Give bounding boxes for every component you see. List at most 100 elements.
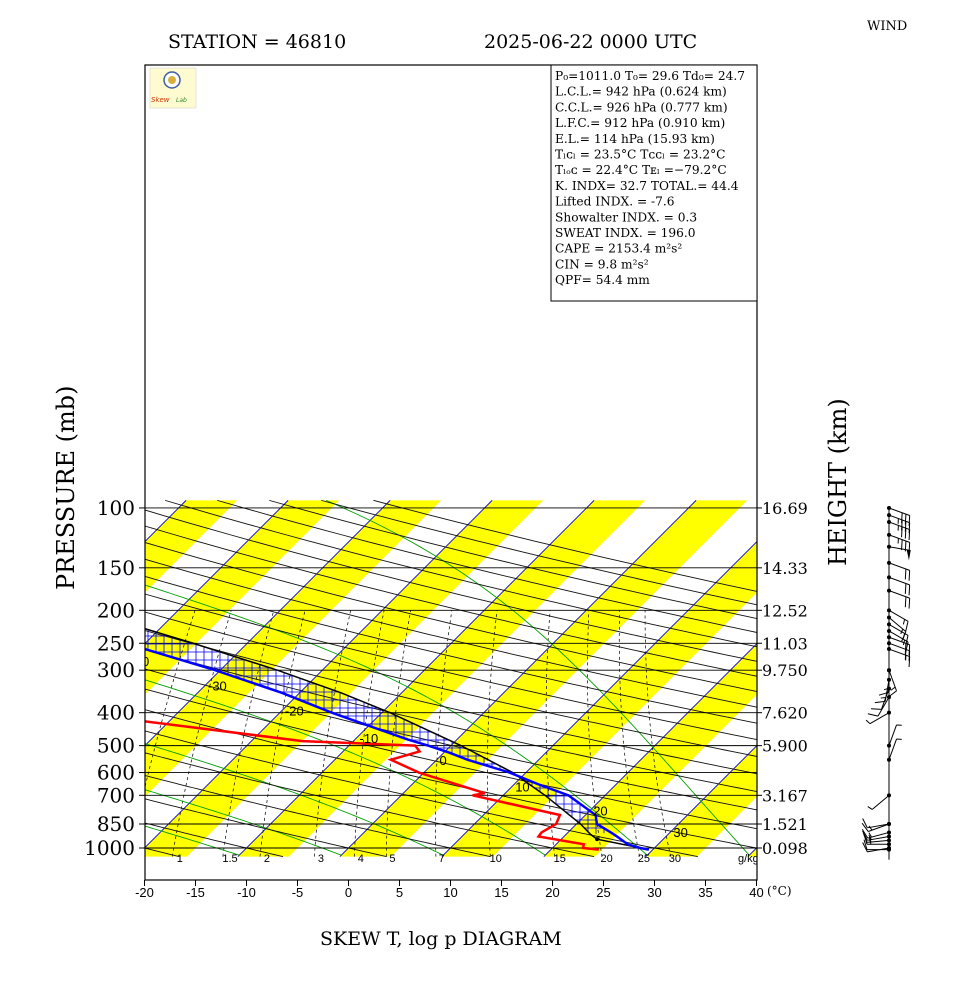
isotherm-label: -50: [57, 626, 76, 641]
wind-barb-staff: [888, 507, 910, 516]
mixing-ratio-label: 10: [490, 853, 502, 865]
y-axis-right-title: HEIGHT (km): [824, 398, 852, 566]
wind-barb-full: [905, 621, 909, 632]
height-tick-label: 5.900: [762, 737, 808, 756]
dry-adiabat: [145, 730, 698, 858]
stats-line: E.L.= 114 hPa (15.93 km): [555, 132, 715, 146]
wind-barb-full: [908, 542, 911, 553]
isotherm-line: [850, 500, 960, 856]
isotherm-label: -20: [285, 704, 304, 719]
wind-barb-half: [890, 686, 896, 691]
height-tick-label: 9.750: [762, 661, 808, 680]
moist-adiabat: [145, 825, 240, 856]
height-tick-label: 3.167: [762, 786, 808, 805]
dry-adiabat: [145, 575, 757, 724]
moist-adiabat: [145, 679, 546, 856]
temperature-tick-label: -5: [292, 885, 304, 900]
dry-adiabat: [145, 525, 757, 677]
wind-barb-full: [878, 691, 890, 696]
wind-barb-full: [867, 713, 879, 717]
dry-adiabat: [145, 509, 757, 662]
wind-barb-full: [908, 515, 911, 526]
mixing-ratio-label: 25: [638, 853, 650, 865]
wind-barb-full: [904, 583, 907, 594]
wind-barb-staff: [888, 738, 897, 760]
mixing-ratio-label: 15: [554, 853, 566, 865]
wind-barb-staff: [877, 696, 890, 717]
isobars: [145, 507, 757, 849]
wind-barb-full: [908, 584, 911, 596]
isotherm-label: -30: [208, 678, 227, 693]
wind-barb-staff: [869, 712, 890, 725]
stats-line: QPF= 54.4 mm: [555, 273, 650, 287]
wind-barb-staff: [867, 847, 890, 853]
wind-barb-full: [862, 830, 868, 841]
temperature-tick-label: -20: [135, 885, 154, 900]
height-tick-label: 11.03: [762, 634, 808, 653]
stats-line: CAPE = 2153.4 m²s²: [555, 242, 682, 256]
cape-cin-areas: [145, 628, 611, 835]
isotherm-line: [145, 500, 493, 849]
wind-barb-full: [904, 541, 907, 552]
wind-barb-full: [874, 700, 886, 704]
moist-adiabat: [325, 499, 750, 856]
isotherm-line: [145, 500, 289, 645]
stats-line: Tₗᴄₗ = 23.5°C Tᴄᴄₗ = 23.2°C: [555, 148, 726, 162]
wind-barb-flag: [906, 549, 911, 561]
wind-barb-full: [904, 568, 907, 580]
wind-label: WIND: [867, 19, 907, 34]
stats-line: P₀=1011.0 T₀= 29.6 Td₀= 24.7: [555, 69, 745, 83]
wind-barb-full: [905, 635, 909, 646]
y-axis-title: PRESSURE (mb): [52, 386, 80, 591]
wind-barb-half: [900, 628, 904, 635]
wind-barb-full: [862, 842, 868, 853]
station-label: STATION = 46810: [168, 31, 346, 53]
wind-barb-half: [902, 639, 906, 646]
wind-barb-full: [908, 570, 911, 581]
wind-barb-full: [871, 708, 882, 710]
dry-adiabat: [145, 611, 757, 757]
isotherm-line: [237, 500, 595, 857]
stats-lines: P₀=1011.0 T₀= 29.6 Td₀= 24.7 L.C.L.= 942 …: [555, 69, 745, 287]
dry-adiabat: [145, 798, 387, 858]
wind-barb-half: [880, 696, 886, 699]
stats-line: L.C.L.= 942 hPa (0.624 km): [555, 85, 727, 99]
yellow-band: [237, 500, 646, 857]
isotherm-label: 30: [673, 825, 687, 840]
temperature-tick-label: 25: [596, 885, 610, 900]
stats-line: K. INDX= 32.7 TOTAL.= 44.4: [555, 179, 739, 193]
dry-adiabat: [145, 752, 595, 858]
dry-adiabat: [145, 593, 757, 741]
height-tick-label: 16.69: [762, 499, 808, 518]
x-unit-label: (°C): [767, 884, 792, 898]
wind-barb-staff: [888, 724, 897, 746]
mixing-ratio-label: 30: [669, 853, 681, 865]
pressure-tick-label: 150: [97, 556, 135, 580]
cape-area: [145, 628, 611, 835]
wind-barb-staff: [888, 590, 910, 599]
dry-adiabat: [145, 775, 491, 858]
temperature-tick-label: 15: [494, 885, 508, 900]
wind-barb-staff: [888, 576, 910, 586]
svg-text:Lab: Lab: [176, 97, 187, 104]
wind-barb-full: [904, 514, 907, 525]
mixing-ratio-line: [222, 610, 275, 857]
temperature-line: [145, 647, 650, 851]
pressure-tick-label: 700: [97, 783, 135, 807]
wind-barb-staff: [888, 562, 910, 571]
moist-adiabat: [145, 743, 444, 856]
yellow-band: [339, 500, 748, 857]
mixing-ratio-label: 7: [439, 853, 445, 865]
stats-line: CIN = 9.8 m²s²: [555, 257, 649, 271]
datetime-label: 2025-06-22 0000 UTC: [484, 31, 697, 53]
mixing-ratio-label: 1.5: [222, 853, 237, 865]
isotherm-label: 0: [439, 753, 446, 768]
height-tick-label: 14.33: [762, 559, 808, 578]
mixing-ratio-line: [145, 610, 196, 789]
pressure-tick-label: 200: [97, 598, 135, 622]
temperature-tick-label: 35: [698, 885, 712, 900]
wind-barb-staff: [868, 823, 890, 832]
dry-adiabat: [145, 688, 757, 830]
